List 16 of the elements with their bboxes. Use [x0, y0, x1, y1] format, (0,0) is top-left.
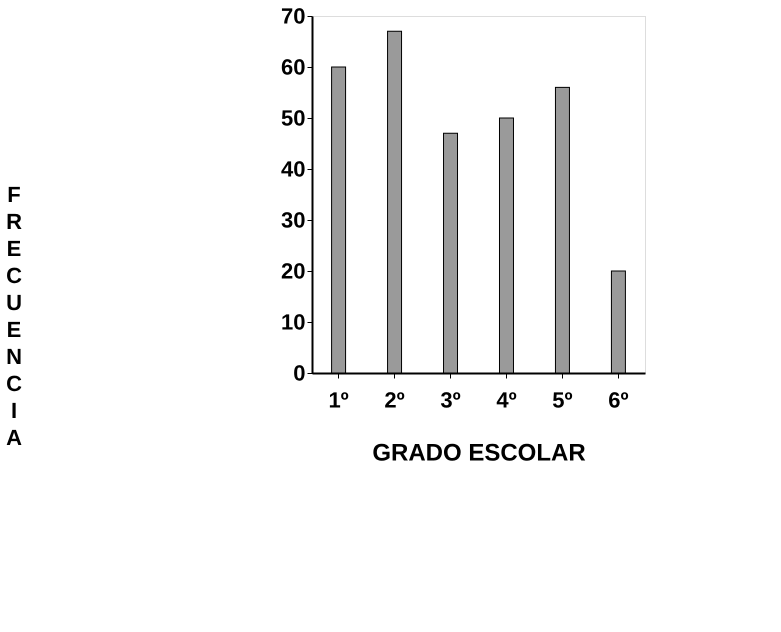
y-tick-label: 60	[281, 54, 306, 80]
y-tick-label: 50	[281, 106, 306, 130]
y-tick-label: 70	[281, 4, 306, 28]
y-tick-label: 30	[281, 208, 306, 232]
x-tick-label: 4º	[496, 388, 517, 412]
y-tick-label: 10	[281, 310, 306, 334]
x-tick-label: 2º	[384, 388, 405, 412]
x-axis-title: GRADO ESCOLAR	[372, 440, 586, 466]
x-tick-label: 6º	[608, 388, 629, 412]
x-tick-label: 3º	[440, 388, 461, 412]
y-tick-label: 40	[281, 156, 306, 182]
x-tick-label: 1º	[328, 388, 349, 412]
text: FRECUENCIA	[6, 182, 22, 450]
y-tick-label: 20	[281, 258, 306, 284]
x-tick-label: 5º	[552, 388, 573, 412]
y-tick-label: 0	[293, 360, 306, 386]
